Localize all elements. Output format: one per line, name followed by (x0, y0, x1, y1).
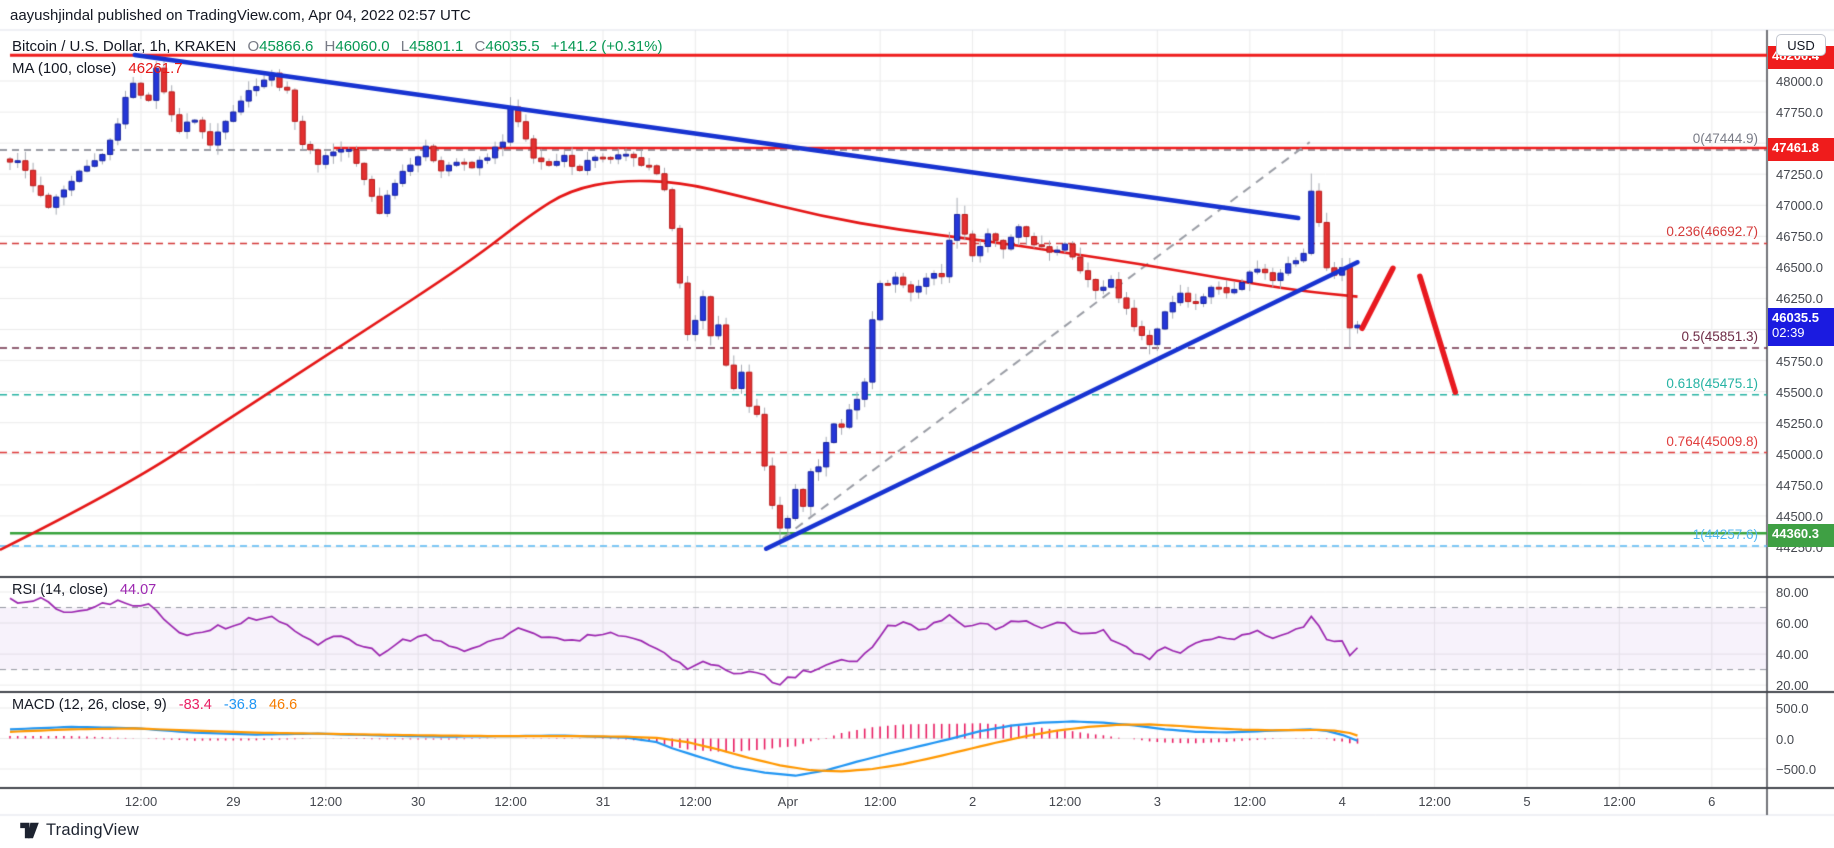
time-axis[interactable]: 12:00 29 12:00 30 12:00 31 12:00 Apr 12:00 2 12:00… (0, 788, 1834, 815)
time-tick-label: 29 (226, 794, 241, 809)
price-tick-label: 47000.0 (1776, 198, 1823, 214)
rsi-value: 44.07 (119, 582, 157, 598)
price-tick-label: 47250.0 (1776, 167, 1823, 183)
macd-tick-label: −500.0 (1776, 762, 1817, 777)
fib-label: 0.764(45009.8) (1666, 433, 1758, 449)
time-tick-label: 3 (1153, 794, 1162, 809)
ma-label: MA (100, close) (12, 60, 117, 77)
tag-price: 46035.5 (1772, 310, 1819, 326)
currency-toggle-button[interactable]: USD (1776, 34, 1826, 56)
time-tick-label: 6 (1708, 794, 1716, 809)
price-tick-label: 46250.0 (1776, 291, 1823, 307)
price-axis-tag: 44360.3 (1768, 523, 1834, 547)
tag-price: 47461.8 (1772, 140, 1819, 156)
open-value: 45866.6 (259, 38, 314, 55)
macd-signal-value: 46.6 (268, 697, 298, 713)
price-tick-label: 45750.0 (1776, 353, 1823, 369)
time-tick-label: 12:00 (494, 794, 527, 809)
price-tick-label: 45500.0 (1776, 384, 1823, 400)
price-axis-tag: 47461.8 (1768, 138, 1834, 162)
rsi-tick-label: 40.00 (1776, 647, 1809, 663)
close-label: C (474, 38, 486, 55)
time-tick-label: Apr (777, 794, 798, 809)
ma-value: 46261.7 (128, 60, 183, 77)
price-tick-label: 45250.0 (1776, 415, 1823, 431)
change-value: +141.2 (+0.31%) (550, 38, 663, 55)
rsi-tick-label: 80.00 (1776, 585, 1809, 600)
ma-legend[interactable]: MA (100, close) 46261.7 (12, 60, 183, 77)
time-tick-label: 12:00 (1233, 794, 1267, 809)
macd-label: MACD (12, 26, close, 9) (12, 697, 167, 713)
price-tick-label: 48000.0 (1776, 74, 1823, 89)
rsi-legend[interactable]: RSI (14, close) 44.07 (12, 582, 156, 598)
price-tick-label: 44750.0 (1776, 477, 1823, 493)
time-tick-label: 12:00 (679, 794, 712, 809)
price-axis-tag: 46035.5 02:39 (1768, 308, 1834, 347)
time-tick-label: 30 (410, 794, 426, 809)
price-tick-label: 46750.0 (1776, 229, 1823, 245)
rsi-tick-label: 20.00 (1776, 678, 1809, 694)
fib-label: 0.236(46692.7) (1666, 224, 1758, 240)
time-tick-label: 12:00 (1603, 794, 1636, 809)
fib-label: 0.5(45851.3) (1681, 329, 1758, 344)
fib-label: 0(47444.9) (1692, 130, 1758, 146)
fib-label: 0.618(45475.1) (1666, 375, 1758, 391)
time-tick-label: 12:00 (1048, 794, 1082, 809)
time-tick-label: 12:00 (309, 794, 343, 809)
time-tick-label: 4 (1338, 794, 1346, 809)
macd-line-value: -36.8 (223, 697, 257, 713)
symbol-title[interactable]: Bitcoin / U.S. Dollar, 1h, KRAKEN (12, 38, 237, 55)
rsi-tick-label: 60.00 (1776, 616, 1809, 632)
rsi-label: RSI (14, close) (12, 582, 108, 598)
price-tick-label: 44500.0 (1776, 508, 1823, 524)
fib-label: 1(44257.6) (1692, 527, 1758, 543)
time-tick-label: 12:00 (1418, 794, 1451, 809)
price-tick-label: 47750.0 (1776, 105, 1823, 121)
tradingview-logo-icon (20, 822, 39, 839)
high-label: H (324, 38, 336, 55)
macd-legend[interactable]: MACD (12, 26, close, 9) -83.4 -36.8 46.6 (12, 697, 297, 713)
time-tick-label: 31 (595, 794, 611, 809)
macd-tick-label: 500.0 (1776, 701, 1809, 716)
tradingview-logo[interactable]: TradingView (20, 821, 139, 840)
attribution-text: aayushjindal published on TradingView.co… (10, 7, 471, 24)
high-value: 46060.0 (335, 38, 390, 55)
macd-hist-value: -83.4 (178, 697, 212, 713)
time-tick-label: 2 (968, 794, 977, 809)
close-value: 46035.5 (485, 38, 540, 55)
tag-price: 44360.3 (1772, 525, 1819, 541)
open-label: O (247, 38, 260, 55)
price-tick-label: 45000.0 (1776, 446, 1823, 462)
time-tick-label: 12:00 (124, 794, 158, 809)
low-value: 45801.1 (409, 38, 464, 55)
tradingview-logo-text: TradingView (46, 821, 139, 839)
price-tick-label: 46500.0 (1776, 260, 1823, 276)
macd-tick-label: 0.0 (1776, 731, 1795, 747)
tag-countdown: 02:39 (1772, 325, 1805, 341)
low-label: L (400, 38, 410, 55)
time-tick-label: 12:00 (863, 794, 897, 809)
time-tick-label: 5 (1523, 794, 1531, 809)
main-pane-legend: Bitcoin / U.S. Dollar, 1h, KRAKEN O45866… (12, 38, 663, 55)
